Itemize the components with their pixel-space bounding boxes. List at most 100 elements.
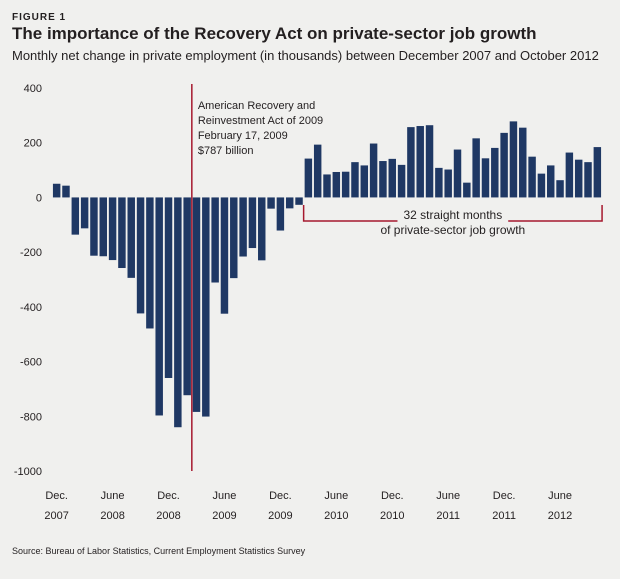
x-tick-label: Dec.: [381, 490, 404, 502]
bracket-label-line-1: 32 straight months: [403, 208, 502, 222]
bar: [574, 159, 583, 198]
bar: [136, 197, 145, 314]
bar: [593, 147, 602, 198]
x-tick-label: 2009: [212, 510, 236, 522]
annotation-line-4: $787 billion: [198, 145, 254, 157]
y-tick-label: -200: [20, 247, 42, 259]
annotation-line-2: Reinvestment Act of 2009: [198, 115, 323, 127]
bar: [164, 197, 173, 378]
bar: [192, 197, 201, 412]
bracket-label-line-2: of private-sector job growth: [380, 223, 525, 237]
x-tick-label: June: [101, 490, 125, 502]
bar: [444, 169, 452, 198]
x-tick-label: 2009: [268, 510, 292, 522]
x-tick-label: 2010: [324, 510, 348, 522]
x-tick-label: 2008: [100, 510, 124, 522]
y-tick-label: -800: [20, 411, 42, 423]
y-tick-label: -1000: [14, 466, 42, 478]
bar: [304, 158, 313, 198]
bar: [584, 162, 592, 198]
bar: [556, 180, 564, 198]
bar: [183, 197, 191, 396]
bar: [416, 126, 424, 198]
x-tick-label: June: [436, 490, 460, 502]
bar: [379, 161, 387, 198]
bar: [528, 156, 536, 198]
bar: [509, 121, 518, 198]
y-tick-label: 0: [36, 192, 42, 204]
bar: [248, 197, 257, 249]
bars: [52, 121, 602, 428]
bar: [341, 171, 350, 198]
y-tick-label: 200: [24, 138, 42, 150]
x-tick-label: 2012: [548, 510, 572, 522]
source-note: Source: Bureau of Labor Statistics, Curr…: [12, 546, 306, 556]
annotations: American Recovery and Reinvestment Act o…: [191, 84, 603, 471]
bar: [425, 125, 434, 198]
bar: [565, 152, 574, 198]
bar: [127, 197, 135, 278]
bar: [230, 197, 238, 279]
bar: [211, 197, 219, 283]
x-tick-label: Dec.: [269, 490, 292, 502]
bar: [118, 197, 126, 269]
bar: [388, 158, 396, 198]
annotation-line-3: February 17, 2009: [198, 130, 288, 142]
bar: [360, 165, 369, 198]
bar: [500, 132, 508, 198]
bar: [491, 147, 499, 198]
bracket-label-gap: [397, 217, 509, 225]
x-tick-label: 2010: [380, 510, 404, 522]
annotation-line-1: American Recovery and: [198, 100, 315, 112]
bar: [71, 197, 80, 235]
x-tick-label: 2007: [44, 510, 68, 522]
x-tick-label: 2011: [436, 510, 460, 522]
bar: [239, 197, 247, 257]
bar: [108, 197, 117, 261]
bar: [146, 197, 154, 329]
bar: [313, 144, 322, 198]
bar: [202, 197, 210, 417]
y-axis: 400 200 0 -200 -400 -600 -800 -1000: [14, 83, 42, 478]
bar: [52, 183, 61, 198]
bar: [481, 158, 490, 198]
x-tick-label: Dec.: [157, 490, 180, 502]
bar: [80, 197, 89, 229]
bar: [323, 174, 331, 198]
bar: [453, 149, 462, 198]
bar: [369, 143, 378, 198]
x-tick-label: June: [548, 490, 572, 502]
bar: [99, 197, 107, 257]
bar: [295, 197, 303, 205]
bar: [463, 182, 471, 198]
bar: [276, 197, 285, 231]
x-axis: Dec. 2007 June 2008 Dec. 2008 June 2009 Dec. 2009…: [44, 490, 572, 522]
bar: [472, 138, 480, 198]
bar: [407, 127, 415, 198]
bar: [267, 197, 275, 209]
x-tick-label: Dec.: [493, 490, 516, 502]
bar: [547, 165, 555, 198]
bar: [537, 173, 546, 198]
x-tick-label: Dec.: [45, 490, 68, 502]
x-tick-label: 2008: [156, 510, 180, 522]
y-tick-label: -400: [20, 302, 42, 314]
x-tick-label: 2011: [492, 510, 516, 522]
bar: [435, 167, 443, 198]
bar: [285, 197, 294, 209]
y-tick-label: -600: [20, 357, 42, 369]
y-tick-label: 400: [24, 83, 42, 95]
bar: [519, 127, 527, 198]
bar: [258, 197, 266, 261]
bar: [220, 197, 229, 314]
bar: [351, 162, 359, 198]
chart-title: The importance of the Recovery Act on pr…: [12, 24, 537, 43]
figure-label: FIGURE 1: [12, 12, 67, 23]
bar: [62, 185, 70, 198]
x-tick-label: June: [213, 490, 237, 502]
bar: [397, 164, 406, 198]
bar: [332, 171, 341, 198]
bar: [90, 197, 98, 256]
chart-subtitle: Monthly net change in private employment…: [12, 48, 599, 63]
